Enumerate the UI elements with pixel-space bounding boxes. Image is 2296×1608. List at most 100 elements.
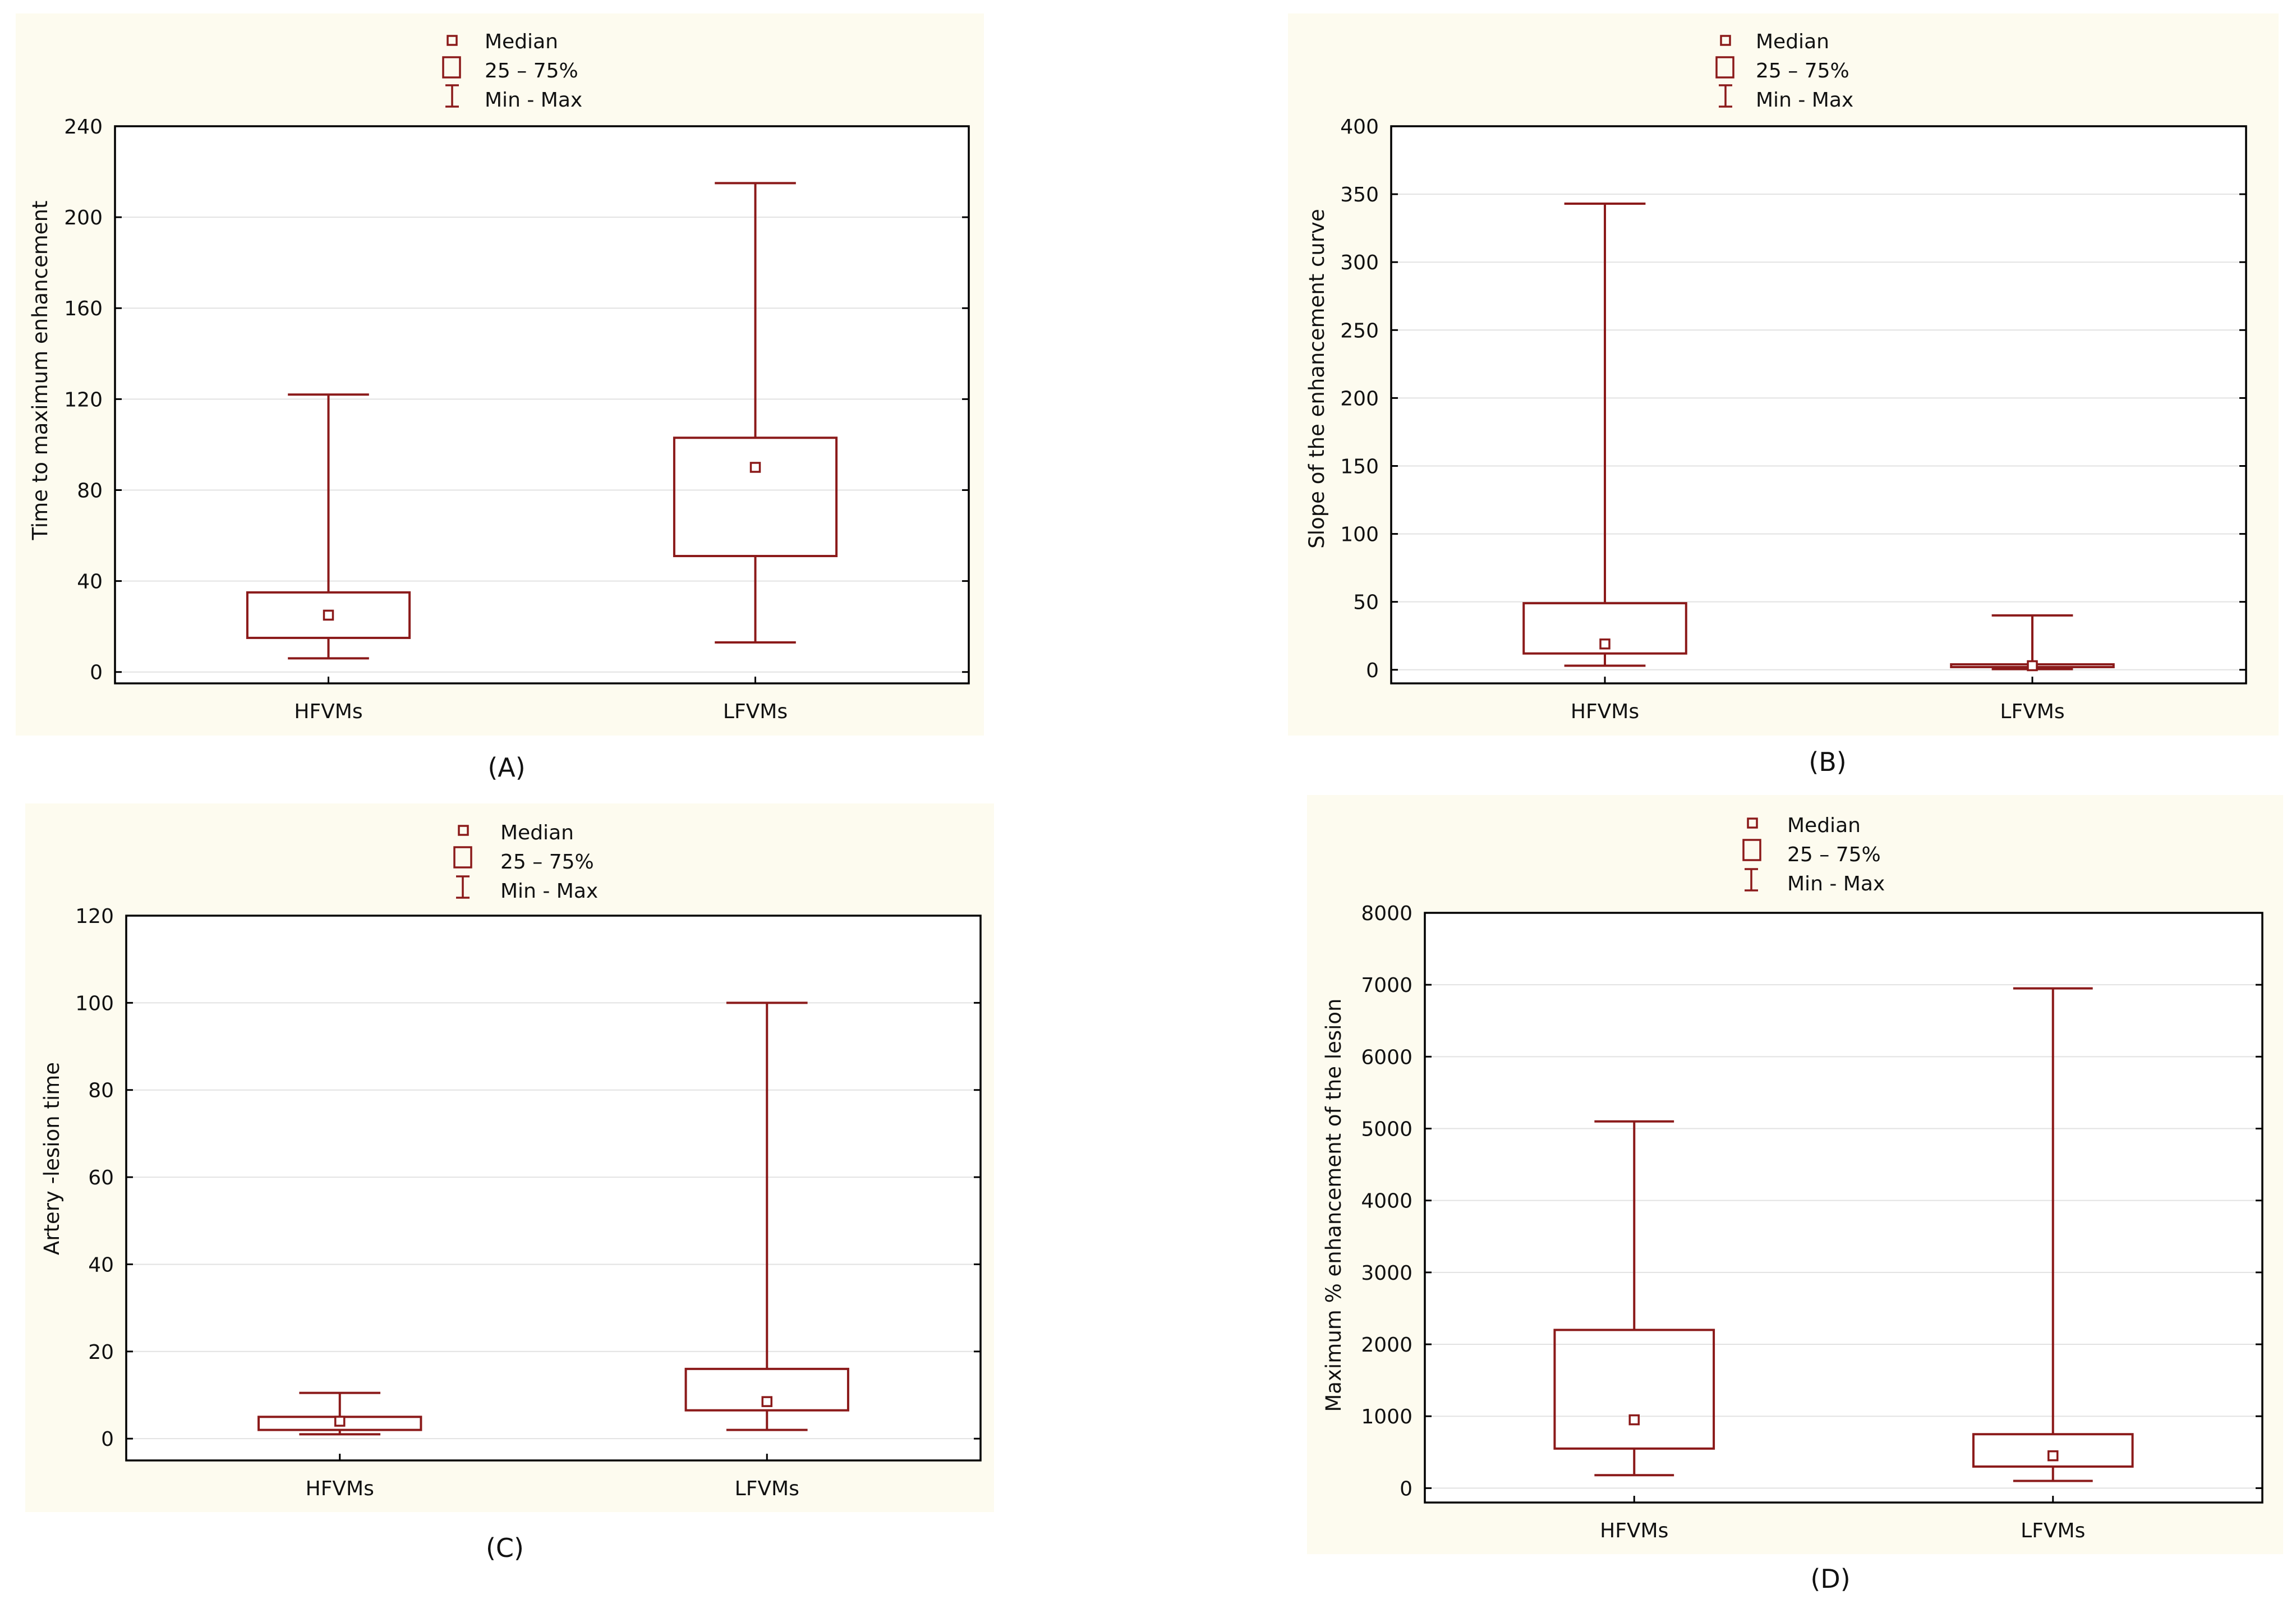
panel-a-legend-iqr-icon — [442, 56, 461, 79]
panel-c-legend: Median 25 – 75% Min - Max — [453, 821, 598, 903]
panel-c-legend-iqr-label: 25 – 75% — [500, 851, 594, 874]
panel-d-plot-area — [1425, 913, 2262, 1503]
panel-a-ytick-label: 40 — [77, 571, 103, 594]
panel-d-legend-median-icon — [1747, 817, 1758, 829]
panel-c-hfvms-median-marker — [334, 1416, 346, 1427]
panel-b-hfvms-xtick-label: HFVMs — [1571, 700, 1639, 723]
panel-b-legend-median-label: Median — [1756, 30, 1829, 53]
panel-a-ytick-label: 160 — [64, 297, 103, 320]
panel-d-lfvms-xtick-label: LFVMs — [2021, 1519, 2085, 1542]
panel-b-lfvms-xtick-label: LFVMs — [2000, 700, 2064, 723]
panel-d-legend-range-icon — [1745, 868, 1758, 892]
panel-c-plot-frame — [125, 915, 982, 1462]
panel-c-legend-median-label: Median — [500, 821, 574, 844]
panel-d-ytick-label: 6000 — [1361, 1046, 1412, 1069]
panel-b-ytick-label: 100 — [1340, 523, 1379, 546]
panel-c-ytick-label: 60 — [88, 1166, 114, 1189]
panel-b-legend-iqr-icon — [1715, 56, 1734, 79]
panel-d-ylabel: Maximum % enhancement of the lesion — [1322, 998, 1346, 1412]
panel-c-ytick-label: 20 — [88, 1341, 114, 1364]
panel-d-plot-frame — [1424, 912, 2263, 1504]
panel-a-lfvms-iqr-box — [673, 437, 838, 558]
panel-a-legend-iqr-label: 25 – 75% — [485, 59, 578, 82]
panel-b-legend-range-label: Min - Max — [1756, 89, 1853, 112]
panel-b-caption: (B) — [1809, 747, 1846, 777]
panel-d-ytick-label: 8000 — [1361, 902, 1412, 925]
panel-a-hfvms-median-marker — [323, 609, 334, 621]
panel-c-ytick-label: 120 — [75, 905, 114, 928]
panel-c-plot-area — [126, 916, 981, 1460]
panel-d-ytick-label: 5000 — [1361, 1118, 1412, 1141]
panel-a-ytick-label: 120 — [64, 388, 103, 411]
panel-a-legend-range-label: Min - Max — [485, 89, 582, 112]
panel-a-lfvms-median-marker — [749, 462, 761, 473]
panel-b-legend: Median 25 – 75% Min - Max — [1715, 30, 1853, 112]
panel-d-hfvms-xtick-label: HFVMs — [1600, 1519, 1668, 1542]
panel-d-lfvms-median-marker — [2047, 1450, 2059, 1462]
panel-b-ytick-label: 50 — [1353, 591, 1379, 614]
panel-b-legend-iqr-label: 25 – 75% — [1756, 59, 1849, 82]
panel-b-ytick-label: 0 — [1366, 659, 1379, 682]
panel-c-legend-range-label: Min - Max — [500, 880, 598, 903]
panel-b-ylabel: Slope of the enhancement curve — [1305, 209, 1329, 548]
panel-d-ytick-label: 1000 — [1361, 1405, 1412, 1428]
panel-d-legend-range-label: Min - Max — [1787, 872, 1885, 895]
panel-c-plot: 0 20 40 60 80 100 120 HFVMs LFVMs — [75, 905, 982, 1500]
panel-b-hfvms-iqr-box — [1522, 602, 1687, 655]
panel-c-legend-median-icon — [458, 825, 469, 836]
panel-a-plot-area — [115, 126, 969, 683]
panel-b-ytick-label: 200 — [1340, 387, 1379, 410]
panel-d: Median 25 – 75% Min - Max 0 1000 2000 3000 4… — [1307, 795, 2283, 1594]
panel-c-lfvms-xtick-label: LFVMs — [735, 1477, 799, 1500]
panel-d-hfvms-iqr-box — [1553, 1329, 1715, 1450]
panel-c-lfvms-iqr-box — [684, 1367, 849, 1412]
panel-c-ytick-label: 0 — [101, 1428, 114, 1451]
panel-a-plot-frame — [114, 125, 970, 684]
panel-c-ylabel: Artery -lesion time — [40, 1062, 64, 1255]
panel-c-legend-range-icon — [456, 875, 470, 899]
panel-b-plot: 0 50 100 150 200 250 300 350 400 HFVMs LFVMs — [1340, 116, 2247, 723]
panel-c: Median 25 – 75% Min - Max 0 20 40 60 80 100 12… — [25, 803, 994, 1563]
panel-d-legend-median-label: Median — [1787, 814, 1861, 837]
panel-c-hfvms-xtick-label: HFVMs — [306, 1477, 374, 1500]
panel-b-legend-range-icon — [1719, 84, 1732, 108]
panel-a-ytick-label: 80 — [77, 479, 103, 502]
panel-d-legend-iqr-icon — [1742, 839, 1761, 861]
panel-b-ytick-label: 150 — [1340, 455, 1379, 478]
panel-b-legend-median-icon — [1720, 35, 1731, 46]
panel-d-ytick-label: 7000 — [1361, 974, 1412, 997]
panel-a-plot: 0 40 80 120 160 200 240 HFVMs LFVMs — [64, 116, 970, 723]
panel-b-ytick-label: 400 — [1340, 116, 1379, 139]
panel-a-lfvms-xtick-label: LFVMs — [723, 700, 788, 723]
panel-b-ytick-label: 350 — [1340, 183, 1379, 206]
panel-d-lfvms-iqr-box — [1972, 1433, 2134, 1468]
panel-a-legend-range-icon — [445, 84, 459, 108]
panel-d-plot: 0 1000 2000 3000 4000 5000 6000 7000 8000 HFVMs LF… — [1361, 902, 2263, 1542]
panel-c-ytick-label: 80 — [88, 1079, 114, 1102]
panel-d-legend-iqr-label: 25 – 75% — [1787, 843, 1881, 866]
panel-a-ytick-label: 240 — [64, 116, 103, 139]
panel-d-ytick-label: 4000 — [1361, 1190, 1412, 1213]
panel-a-caption: (A) — [487, 752, 525, 783]
panel-a-legend-median-icon — [447, 35, 458, 46]
panel-c-ytick-label: 100 — [75, 992, 114, 1015]
panel-c-caption: (C) — [486, 1533, 524, 1563]
panel-a: Median 25 – 75% Min - Max 0 40 80 120 160 200… — [16, 13, 984, 783]
panel-c-legend-iqr-icon — [453, 846, 472, 869]
panel-b-ytick-label: 300 — [1340, 251, 1379, 274]
panel-b-hfvms-median-marker — [1599, 638, 1611, 650]
panel-a-legend-median-label: Median — [485, 30, 558, 53]
panel-b-lfvms-median-marker — [2027, 660, 2038, 672]
panel-d-legend: Median 25 – 75% Min - Max — [1742, 814, 1885, 895]
panel-d-hfvms-median-marker — [1628, 1414, 1640, 1426]
panel-a-ytick-label: 0 — [90, 661, 103, 684]
panel-b-ytick-label: 250 — [1340, 319, 1379, 342]
panel-b-plot-frame — [1390, 125, 2247, 684]
panel-a-hfvms-iqr-box — [246, 591, 411, 639]
panel-c-ytick-label: 40 — [88, 1253, 114, 1276]
panel-d-ytick-label: 3000 — [1361, 1262, 1412, 1285]
panel-a-ylabel: Time to maximum enhancement — [28, 200, 52, 540]
panel-d-ytick-label: 2000 — [1361, 1334, 1412, 1357]
panel-b-plot-area — [1391, 126, 2246, 683]
panel-a-hfvms-xtick-label: HFVMs — [294, 700, 362, 723]
